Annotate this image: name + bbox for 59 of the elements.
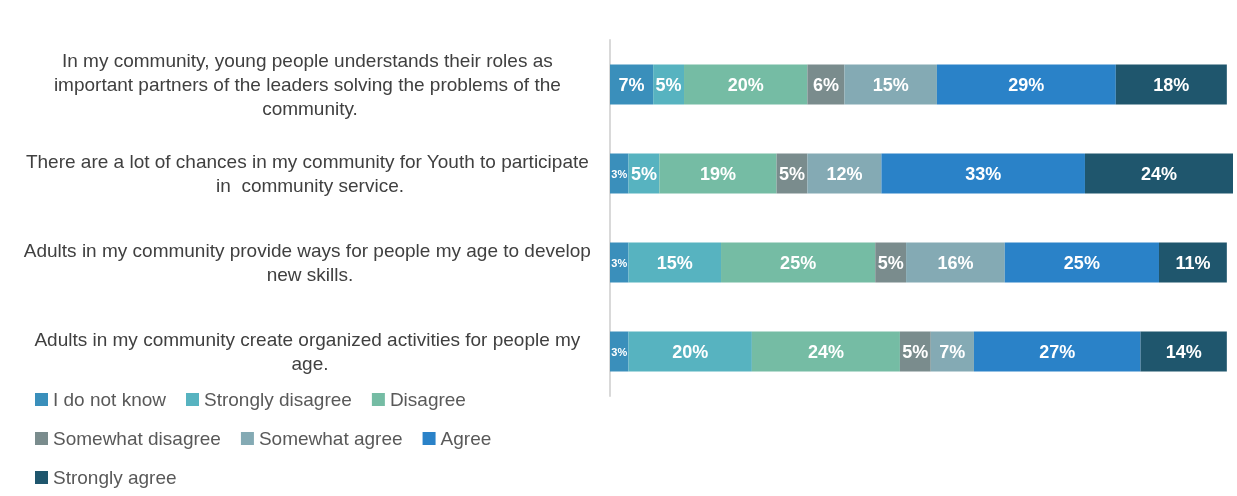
bar: [844, 64, 937, 105]
data-label: 24%: [1140, 163, 1177, 184]
bar: [807, 153, 882, 194]
data-label: 18%: [1153, 74, 1190, 95]
legend-label: I do not know: [53, 389, 167, 410]
data-label: 5%: [778, 163, 805, 184]
data-label: 33%: [965, 163, 1002, 184]
data-label: 24%: [807, 341, 844, 362]
bar: [1004, 242, 1159, 283]
bar: [1140, 331, 1227, 372]
bar: [1115, 64, 1227, 105]
bar: [721, 242, 876, 283]
data-label: 20%: [672, 341, 709, 362]
legend-label: Strongly agree: [53, 467, 177, 488]
data-label: 15%: [872, 74, 909, 95]
bar: [610, 153, 629, 194]
data-label: 29%: [1008, 74, 1045, 95]
data-label: 11%: [1175, 252, 1211, 273]
bar: [628, 242, 722, 283]
legend-label: Somewhat disagree: [53, 428, 221, 449]
data-label: 12%: [826, 163, 863, 184]
bar: [610, 331, 629, 372]
data-label: 25%: [780, 252, 817, 273]
bar: [906, 242, 1005, 283]
legend-label: Strongly disagree: [204, 389, 352, 410]
data-label: 5%: [902, 341, 929, 362]
data-label: 5%: [630, 163, 657, 184]
data-label: 3%: [611, 256, 628, 269]
data-label: 20%: [727, 74, 764, 95]
y-tick-label: In my community, young people understands their roles as important partners of the leaders solving the problems of the community.: [53, 50, 567, 119]
data-label: 5%: [655, 74, 682, 95]
y-tick-label: Adults in my community provide ways for people my age to develop new skills.: [23, 240, 597, 285]
bar: [936, 64, 1116, 105]
bar: [1084, 153, 1233, 194]
bar: [659, 153, 777, 194]
bar: [610, 242, 629, 283]
data-label: 19%: [699, 163, 736, 184]
data-label: 25%: [1063, 252, 1100, 273]
data-label: 6%: [812, 74, 839, 95]
data-label: 7%: [939, 341, 966, 362]
legend-label: Agree: [440, 428, 492, 449]
data-label: 14%: [1165, 341, 1202, 362]
bar: [684, 64, 808, 105]
bar: [751, 331, 900, 372]
data-label: 3%: [611, 345, 628, 358]
y-tick-label: There are a lot of chances in my community for Youth to participate in community service.: [25, 151, 595, 196]
data-label: 7%: [618, 74, 645, 95]
bar: [628, 331, 752, 372]
data-label: 3%: [611, 167, 628, 180]
legend-label: Somewhat agree: [258, 428, 403, 449]
legend-label: Disagree: [389, 389, 466, 410]
data-label: 16%: [937, 252, 974, 273]
data-label: 15%: [656, 252, 693, 273]
bar: [973, 331, 1141, 372]
bar: [881, 153, 1085, 194]
bar: [1158, 242, 1227, 283]
y-tick-label: Adults in my community create organized activities for people my age.: [34, 329, 586, 374]
data-label: 27%: [1039, 341, 1076, 362]
data-label: 5%: [877, 252, 904, 273]
